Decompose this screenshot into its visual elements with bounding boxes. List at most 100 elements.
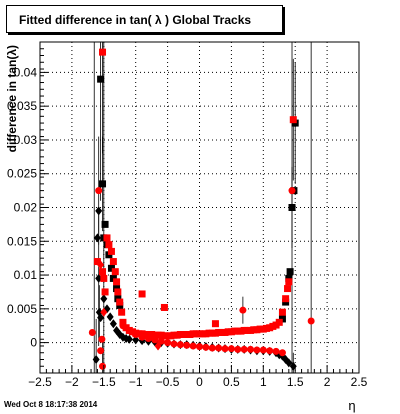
square-marker: [107, 247, 115, 255]
diamond-marker: [100, 307, 108, 317]
y-tick-label: 0.02: [14, 201, 38, 215]
x-tick-label: 2: [324, 375, 331, 389]
circle-marker: [151, 336, 159, 344]
circle-marker: [183, 341, 191, 349]
y-tick-label: 0.015: [7, 234, 37, 248]
diamond-marker: [95, 206, 103, 216]
diamond-marker: [122, 334, 130, 344]
circle-marker: [88, 328, 96, 336]
circle-marker: [189, 342, 197, 350]
square-marker: [284, 285, 292, 293]
diamond-marker: [97, 260, 105, 270]
square-marker: [278, 308, 286, 316]
y-axis-label: difference in tan(λ): [5, 45, 19, 152]
circle-marker: [125, 326, 133, 334]
diamond-marker: [154, 341, 162, 351]
markers: [88, 48, 315, 371]
diamond-marker: [100, 294, 108, 304]
square-marker: [285, 278, 293, 286]
circle-marker: [95, 187, 103, 195]
title-box: Fitted difference in tan( λ ) Global Tra…: [6, 5, 283, 33]
square-marker: [286, 268, 294, 276]
diamond-marker: [285, 358, 293, 368]
diamond-marker: [125, 334, 133, 344]
circle-marker: [221, 345, 229, 353]
diamond-marker: [106, 312, 114, 322]
circle-marker: [138, 333, 146, 341]
y-tick-label: 0.01: [14, 268, 38, 282]
square-marker: [99, 180, 107, 188]
square-marker: [100, 274, 108, 282]
circle-marker: [266, 347, 274, 355]
x-tick-label: −1: [129, 375, 143, 389]
square-marker: [93, 258, 101, 266]
square-marker: [160, 303, 168, 311]
square-marker: [111, 268, 119, 276]
y-axis-ticks: 0 0.005 0.01 0.015 0.02 0.025 0.03 0.035 0.04: [7, 48, 48, 374]
circle-marker: [176, 341, 184, 349]
y-tick-label: 0.005: [7, 302, 37, 316]
square-marker: [113, 278, 121, 286]
circle-marker: [98, 335, 106, 343]
diamond-marker: [109, 319, 117, 329]
circle-marker: [227, 345, 235, 353]
x-tick-label: −2.5: [28, 375, 52, 389]
x-tick-label: −1.5: [92, 375, 116, 389]
circle-marker: [170, 340, 178, 348]
x-tick-label: 0.5: [223, 375, 240, 389]
x-axis-ticks: −2.5 −2 −1.5 −1 −0.5 0 0.5 1 1.5 2 2.5: [28, 365, 368, 389]
square-marker: [99, 48, 107, 56]
circle-marker: [272, 347, 280, 355]
square-marker: [138, 290, 146, 298]
diamond-marker: [93, 233, 101, 243]
circle-marker: [97, 347, 105, 355]
circle-marker: [208, 344, 216, 352]
square-marker: [211, 320, 219, 328]
circle-marker: [132, 330, 140, 338]
circle-marker: [196, 343, 203, 351]
x-tick-label: −2: [65, 375, 79, 389]
square-marker: [109, 258, 117, 266]
square-marker: [116, 298, 124, 306]
circle-marker: [234, 345, 242, 353]
circle-marker: [278, 349, 286, 357]
circle-marker: [99, 362, 107, 370]
square-marker: [101, 220, 109, 228]
circle-marker: [253, 346, 261, 354]
y-tick-label: 0.035: [7, 99, 37, 113]
square-marker: [275, 318, 283, 326]
circle-marker: [164, 339, 172, 347]
square-marker: [289, 116, 297, 124]
square-marker: [114, 288, 122, 296]
chart-title: Fitted difference in tan( λ ) Global Tra…: [19, 13, 252, 27]
circle-marker: [259, 346, 267, 354]
y-tick-label: 0.04: [14, 65, 38, 79]
square-marker: [101, 288, 109, 296]
circle-marker: [307, 317, 315, 325]
square-marker: [282, 295, 290, 303]
x-tick-label: 1.5: [287, 375, 304, 389]
circle-marker: [247, 345, 255, 353]
square-marker: [97, 75, 105, 83]
diamond-marker: [92, 354, 100, 364]
y-tick-label: 0.025: [7, 167, 37, 181]
circle-marker: [240, 345, 248, 353]
diamond-marker: [132, 335, 140, 345]
circle-marker: [157, 337, 165, 345]
square-marker: [288, 204, 296, 211]
square-marker: [105, 241, 113, 249]
circle-marker: [202, 343, 210, 351]
square-marker: [118, 308, 126, 316]
square-marker: [107, 264, 115, 272]
diamond-marker: [97, 313, 105, 323]
y-tick-label: 0: [30, 336, 37, 350]
circle-marker: [144, 335, 152, 343]
x-tick-label: 1: [260, 375, 267, 389]
x-axis-label: η: [348, 398, 355, 413]
circle-marker: [215, 344, 223, 352]
x-tick-label: 0: [196, 375, 203, 389]
square-marker: [99, 268, 107, 276]
timestamp: Wed Oct 8 18:17:38 2014: [4, 400, 98, 409]
circle-marker: [288, 187, 296, 195]
